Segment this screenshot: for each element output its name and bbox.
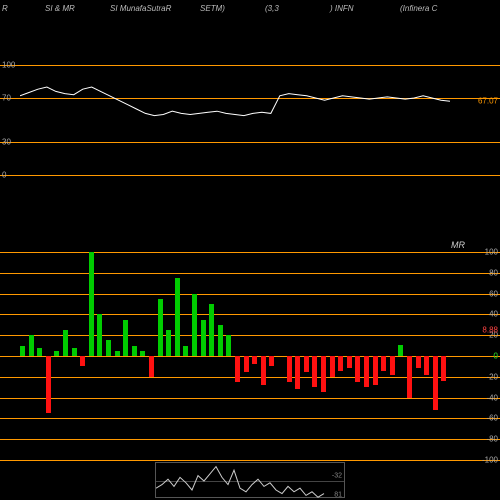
axis-tick-label: -20 (486, 372, 498, 381)
histogram-bar (166, 330, 171, 356)
mini-oscillator-panel: -3281 (155, 462, 345, 498)
histogram-bar (287, 356, 292, 382)
header-label: SI & MR (45, 4, 75, 13)
histogram-bar (252, 356, 257, 364)
histogram-bar (106, 340, 111, 356)
mr-bar-panel: MR100806040200-20-40-60-80-1008.880 (0, 252, 500, 460)
histogram-bar (304, 356, 309, 372)
histogram-bar (158, 299, 163, 356)
histogram-bar (209, 304, 214, 356)
header-label: R (2, 4, 8, 13)
histogram-bar (218, 325, 223, 356)
histogram-bar (416, 356, 421, 368)
histogram-bar (115, 351, 120, 356)
histogram-bar (364, 356, 369, 387)
header-label: (3,3 (265, 4, 279, 13)
histogram-bar (132, 346, 137, 356)
header-label: SI MunafaSutraR (110, 4, 171, 13)
histogram-bar (63, 330, 68, 356)
histogram-bar (29, 335, 34, 356)
histogram-bar (373, 356, 378, 385)
histogram-bar (89, 252, 94, 356)
axis-tick-label: 80 (489, 268, 498, 277)
axis-tick-label: 60 (489, 289, 498, 298)
rsi-line-chart (20, 65, 470, 175)
axis-tick-label: 40 (489, 310, 498, 319)
axis-tick-label: 0 (2, 171, 6, 180)
axis-tick-label: 100 (2, 61, 15, 70)
current-value-label: 0 (494, 352, 498, 361)
histogram-bar (244, 356, 249, 372)
histogram-bar (54, 351, 59, 356)
axis-tick-label: -100 (482, 456, 498, 465)
histogram-bar (149, 356, 154, 377)
histogram-bar (226, 335, 231, 356)
histogram-bar (140, 351, 145, 356)
histogram-bar (321, 356, 326, 392)
header-label: (Infinera C (400, 4, 437, 13)
histogram-bar (338, 356, 343, 371)
gridline (0, 460, 500, 461)
histogram-bar (192, 294, 197, 356)
histogram-bar (433, 356, 438, 410)
histogram-bar (441, 356, 446, 381)
histogram-bar (381, 356, 386, 371)
histogram-bar (398, 345, 403, 356)
gridline (0, 175, 500, 176)
mini-line-chart (156, 463, 346, 499)
histogram-bar (269, 356, 274, 366)
histogram-bar (97, 314, 102, 356)
histogram-bar (235, 356, 240, 382)
histogram-bar (183, 346, 188, 356)
histogram-bar (355, 356, 360, 382)
histogram-bar (312, 356, 317, 387)
bar-container (20, 252, 470, 460)
histogram-bar (72, 348, 77, 356)
histogram-bar (46, 356, 51, 413)
histogram-bar (261, 356, 266, 385)
histogram-bar (37, 348, 42, 356)
axis-tick-label: -80 (486, 435, 498, 444)
histogram-bar (295, 356, 300, 389)
histogram-bar (175, 278, 180, 356)
axis-tick-label: 100 (485, 248, 498, 257)
histogram-bar (424, 356, 429, 375)
histogram-bar (20, 346, 25, 356)
panel-title: MR (451, 240, 465, 250)
axis-tick-label: 70 (2, 94, 11, 103)
histogram-bar (407, 356, 412, 398)
axis-tick-label: 30 (2, 138, 11, 147)
axis-tick-label: -40 (486, 393, 498, 402)
histogram-bar (390, 356, 395, 375)
current-value-label: 67.07 (478, 97, 498, 106)
header-label: ) INFN (330, 4, 354, 13)
histogram-bar (80, 356, 85, 366)
header-label: SETM) (200, 4, 225, 13)
histogram-bar (123, 320, 128, 356)
histogram-bar (330, 356, 335, 377)
current-value-label: 8.88 (482, 326, 498, 335)
rsi-panel: 1007030067.07 (0, 65, 500, 175)
axis-tick-label: -60 (486, 414, 498, 423)
histogram-bar (201, 320, 206, 356)
histogram-bar (347, 356, 352, 368)
